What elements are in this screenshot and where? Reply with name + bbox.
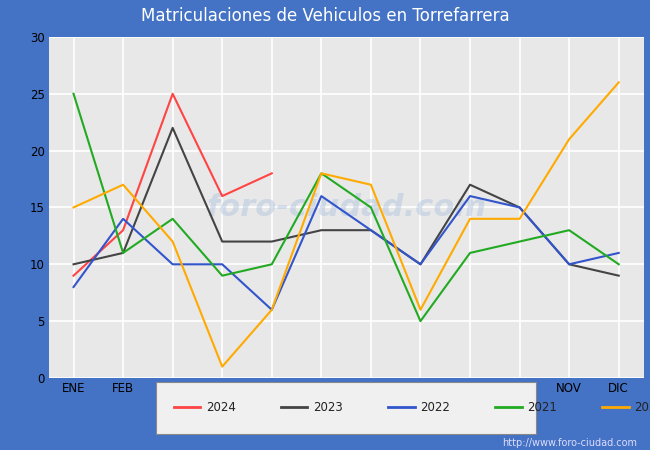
Text: 2024: 2024 [206,401,236,414]
Text: 2021: 2021 [528,401,558,414]
Text: foro-ciudad.com: foro-ciudad.com [206,193,486,222]
Text: 2023: 2023 [313,401,343,414]
Text: Matriculaciones de Vehiculos en Torrefarrera: Matriculaciones de Vehiculos en Torrefar… [140,7,510,25]
FancyBboxPatch shape [156,382,536,434]
Text: http://www.foro-ciudad.com: http://www.foro-ciudad.com [502,438,637,448]
Text: 2022: 2022 [421,401,450,414]
Text: 2020: 2020 [634,401,650,414]
